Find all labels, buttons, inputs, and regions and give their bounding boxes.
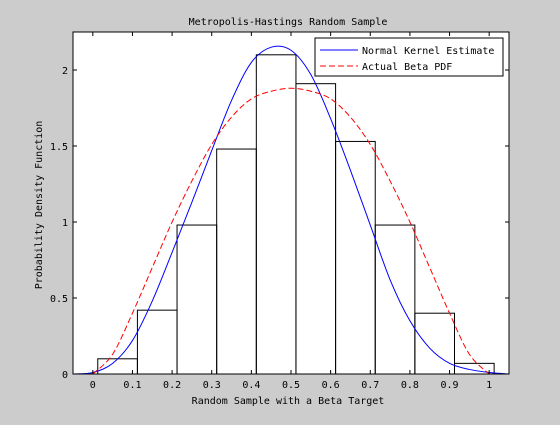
- series-line-beta-pdf: [92, 87, 490, 374]
- y-tick-label: 1: [62, 218, 68, 229]
- y-axis-ticks: 0 0.5 1 1.5 2: [50, 66, 509, 381]
- x-tick-label: 0.6: [322, 380, 340, 391]
- x-tick-label: 0.5: [282, 380, 300, 391]
- x-tick-label: 1: [486, 380, 492, 391]
- chart-title: Metropolis-Hastings Random Sample: [189, 17, 388, 28]
- y-tick-label: 0.5: [50, 294, 68, 305]
- x-tick-label: 0.3: [203, 380, 221, 391]
- y-tick-label: 2: [62, 66, 68, 77]
- legend: Normal Kernel Estimate Actual Beta PDF: [314, 37, 504, 77]
- y-tick-label: 0: [62, 370, 68, 381]
- series-lines: [73, 45, 509, 374]
- x-tick-label: 0.1: [123, 380, 141, 391]
- x-axis-ticks: 0 0.1 0.2 0.3 0.4 0.5 0.6 0.7 0.8 0.9 1: [90, 32, 492, 391]
- y-tick-label: 1.5: [50, 142, 68, 153]
- x-tick-label: 0.8: [401, 380, 419, 391]
- x-tick-label: 0.9: [441, 380, 459, 391]
- x-axis-title: Random Sample with a Beta Target: [192, 396, 385, 407]
- histogram-bar: [374, 224, 416, 374]
- series-line-normal-kernel: [73, 45, 509, 374]
- x-tick-label: 0.4: [242, 380, 260, 391]
- y-axis-title: Probability Density Function: [34, 121, 45, 290]
- histogram-bar: [414, 312, 456, 374]
- x-tick-label: 0.2: [163, 380, 181, 391]
- legend-box: [314, 37, 504, 77]
- axes-background: [73, 32, 509, 374]
- legend-label-normal-kernel: Normal Kernel Estimate: [362, 46, 494, 57]
- legend-label-beta-pdf: Actual Beta PDF: [362, 62, 452, 73]
- x-tick-label: 0.7: [361, 380, 379, 391]
- x-tick-label: 0: [90, 380, 96, 391]
